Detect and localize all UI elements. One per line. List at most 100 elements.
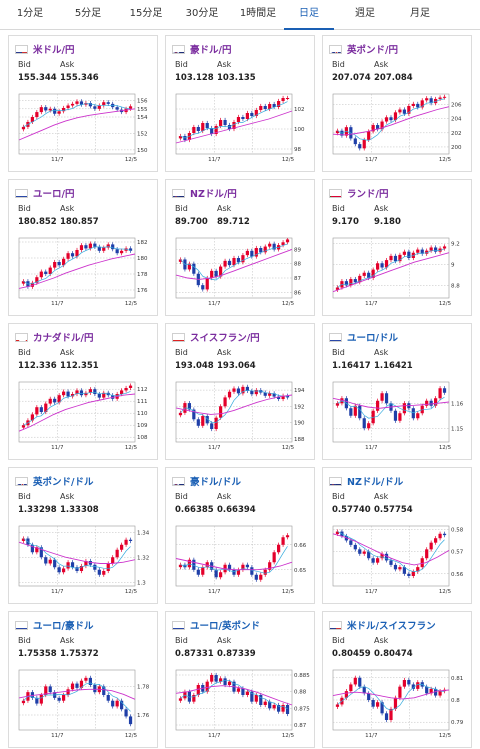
x-tick-label: 12/5	[282, 157, 295, 163]
price-chart: 0.885 0.88 0.875 0.87 11/7 12/5	[175, 669, 310, 739]
rate-card[interactable]: 豪ドル/ドル Bid Ask 0.66385 0.66394 0.66 0.65 11/7 12…	[165, 467, 315, 604]
candle-up	[227, 681, 232, 685]
y-tick-label: 204	[451, 117, 462, 123]
tab-2[interactable]: 15分足	[129, 8, 163, 19]
currency-pair-link[interactable]: 英ポンド/ドル	[33, 477, 94, 488]
tab-5[interactable]: 日足	[284, 0, 334, 30]
price-chart: 89 88 87 86 11/7 12/5	[175, 237, 301, 307]
tab-3[interactable]: 30分足	[185, 8, 219, 19]
candle-up	[66, 689, 70, 695]
candle-up	[102, 392, 106, 398]
y-tick-label: 112	[137, 387, 148, 393]
x-tick-label: 11/7	[51, 301, 64, 307]
short-moving-average	[23, 538, 131, 570]
ask-value: 0.80474	[374, 649, 413, 659]
bid-label: Bid	[332, 60, 345, 69]
currency-pair-link[interactable]: 豪ドル/円	[190, 45, 232, 56]
candle-up	[416, 249, 420, 253]
currency-pair-link[interactable]: NZドル/円	[190, 189, 237, 200]
candle-down	[120, 700, 124, 710]
rate-card[interactable]: ユーロ/英ポンド Bid Ask 0.87331 0.87339 0.885 0.88 0.8…	[165, 611, 315, 748]
currency-pair-link[interactable]: ユーロ/豪ドル	[33, 621, 94, 632]
short-moving-average	[180, 679, 288, 710]
tab-4[interactable]: 1時間足	[239, 8, 277, 19]
tab-7[interactable]: 月足	[410, 8, 430, 19]
candle-down	[416, 103, 420, 108]
candle-up	[416, 567, 420, 572]
rate-card[interactable]: ユーロ/豪ドル Bid Ask 1.75358 1.75372 1.78 1.76 11/7 1…	[8, 611, 158, 748]
candle-up	[178, 564, 183, 568]
flag-icon	[172, 332, 185, 342]
candle-up	[57, 111, 61, 114]
currency-pair-link[interactable]: ユーロ/円	[33, 189, 75, 200]
candle-down	[84, 245, 88, 249]
candle-down	[425, 686, 429, 694]
tab-1[interactable]: 5分足	[74, 8, 102, 19]
rate-card[interactable]: ランド/円 Bid Ask 9.170 9.180 9.2 9 8.8 11/7 12/5	[322, 179, 472, 316]
tab-6[interactable]: 週足	[355, 8, 375, 19]
rate-card[interactable]: 英ポンド/ドル Bid Ask 1.33298 1.33308 1.34 1.32 1.3 11…	[8, 467, 158, 604]
chart-area: 0.66 0.65 11/7 12/5	[174, 524, 314, 598]
bid-label: Bid	[175, 636, 188, 645]
candle-up	[66, 253, 70, 259]
currency-pair-link[interactable]: ランド/円	[347, 189, 389, 200]
ask-label: Ask	[374, 636, 389, 645]
candle-down	[380, 263, 384, 268]
candle-down	[371, 700, 375, 707]
bid-label: Bid	[175, 348, 188, 357]
candle-up	[335, 130, 340, 134]
candle-down	[236, 388, 241, 394]
y-tick-label: 200	[451, 145, 462, 151]
y-tick-label: 102	[294, 107, 305, 113]
candle-down	[367, 272, 371, 278]
candle-down	[187, 403, 191, 410]
currency-pair-link[interactable]: ユーロ/英ポンド	[190, 621, 260, 632]
candle-up	[398, 254, 402, 262]
candle-up	[285, 535, 290, 538]
ask-label: Ask	[374, 204, 389, 213]
rate-card[interactable]: NZドル/円 Bid Ask 89.700 89.712 89 88 87 86 11/7 12/5	[165, 179, 315, 316]
rate-card[interactable]: 米ドル/スイスフラン Bid Ask 0.80459 0.80474 0.81 0.8 0.7…	[322, 611, 472, 748]
currency-pair-link[interactable]: カナダドル/円	[33, 333, 94, 344]
candle-up	[115, 700, 119, 707]
currency-pair-link[interactable]: 米ドル/円	[33, 45, 75, 56]
candle-down	[353, 138, 357, 145]
candle-down	[128, 539, 133, 541]
currency-pair-link[interactable]: 米ドル/スイスフラン	[347, 621, 436, 632]
candle-up	[376, 702, 380, 707]
candle-up	[429, 688, 433, 694]
candle-up	[367, 423, 371, 429]
rate-card[interactable]: 米ドル/円 Bid Ask 155.344 155.346 156 155 154 152 150…	[8, 35, 158, 172]
candle-down	[349, 540, 353, 545]
candle-down	[407, 680, 411, 685]
ask-label: Ask	[60, 60, 75, 69]
rate-card[interactable]: スイスフラン/円 Bid Ask 193.048 193.064 194 192 190 188…	[165, 323, 315, 460]
rate-card[interactable]: NZドル/ドル Bid Ask 0.57740 0.57754 0.58 0.57 0.56 1…	[322, 467, 472, 604]
tab-0[interactable]: 1分足	[16, 8, 44, 19]
candle-down	[227, 260, 232, 266]
rate-card[interactable]: 英ポンド/円 Bid Ask 207.074 207.084 206 204 202 200 11…	[322, 35, 472, 172]
candle-down	[106, 695, 110, 701]
candle-down	[192, 409, 196, 420]
candle-up	[214, 126, 218, 134]
rate-card[interactable]: カナダドル/円 Bid Ask 112.336 112.351 112 111 110 109 1…	[8, 323, 158, 460]
rate-card[interactable]: ユーロ/円 Bid Ask 180.852 180.857 182 180 178 176 11/…	[8, 179, 158, 316]
bid-label: Bid	[332, 348, 345, 357]
currency-pair-link[interactable]: ユーロ/ドル	[347, 333, 398, 344]
currency-pair-link[interactable]: 豪ドル/ドル	[190, 477, 241, 488]
candle-up	[380, 553, 384, 559]
candle-up	[353, 405, 357, 416]
candle-down	[407, 573, 411, 576]
currency-pair-link[interactable]: NZドル/ドル	[347, 477, 404, 488]
candle-down	[367, 551, 371, 559]
candle-down	[35, 697, 39, 704]
candle-down	[44, 557, 48, 564]
price-chart: 194 192 190 188 11/7 12/5	[175, 381, 305, 451]
candle-down	[128, 248, 133, 251]
rate-card[interactable]: ユーロ/ドル Bid Ask 1.16417 1.16421 1.16 1.15 11/7 12…	[322, 323, 472, 460]
price-chart: 9.2 9 8.8 11/7 12/5	[332, 237, 460, 307]
bid-label: Bid	[332, 636, 345, 645]
rate-card[interactable]: 豪ドル/円 Bid Ask 103.128 103.135 102 100 98 11/7 12/…	[165, 35, 315, 172]
currency-pair-link[interactable]: 英ポンド/円	[347, 45, 398, 56]
currency-pair-link[interactable]: スイスフラン/円	[190, 333, 260, 344]
